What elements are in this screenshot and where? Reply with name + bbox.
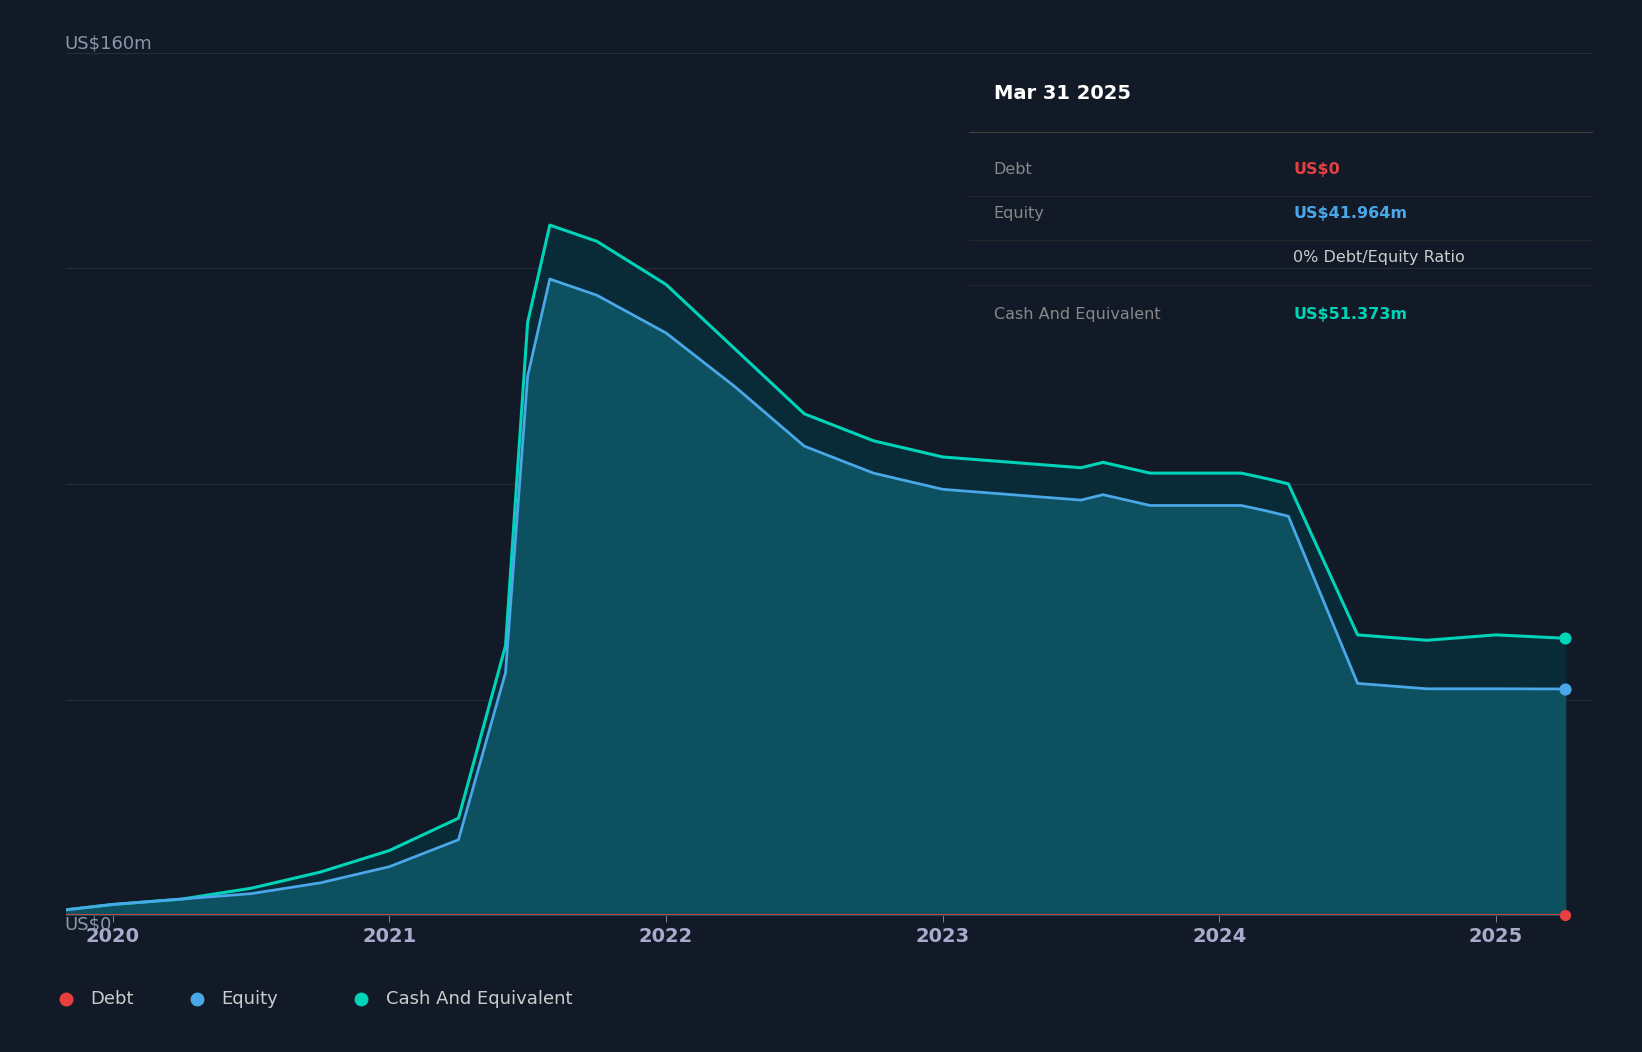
Text: 0% Debt/Equity Ratio: 0% Debt/Equity Ratio: [1294, 250, 1465, 265]
Text: Cash And Equivalent: Cash And Equivalent: [386, 990, 573, 1009]
Text: Mar 31 2025: Mar 31 2025: [993, 84, 1131, 103]
Point: [1552, 630, 1578, 647]
Text: Debt: Debt: [90, 990, 133, 1009]
Text: Equity: Equity: [222, 990, 279, 1009]
Text: US$41.964m: US$41.964m: [1294, 206, 1407, 221]
Point: [1552, 907, 1578, 924]
Text: US$0: US$0: [1294, 162, 1340, 177]
Text: US$0: US$0: [64, 915, 112, 933]
Text: US$51.373m: US$51.373m: [1294, 307, 1407, 322]
Text: Cash And Equivalent: Cash And Equivalent: [993, 307, 1161, 322]
Text: Equity: Equity: [993, 206, 1044, 221]
Text: Debt: Debt: [993, 162, 1033, 177]
Point: [1552, 681, 1578, 697]
Text: US$160m: US$160m: [64, 35, 151, 53]
